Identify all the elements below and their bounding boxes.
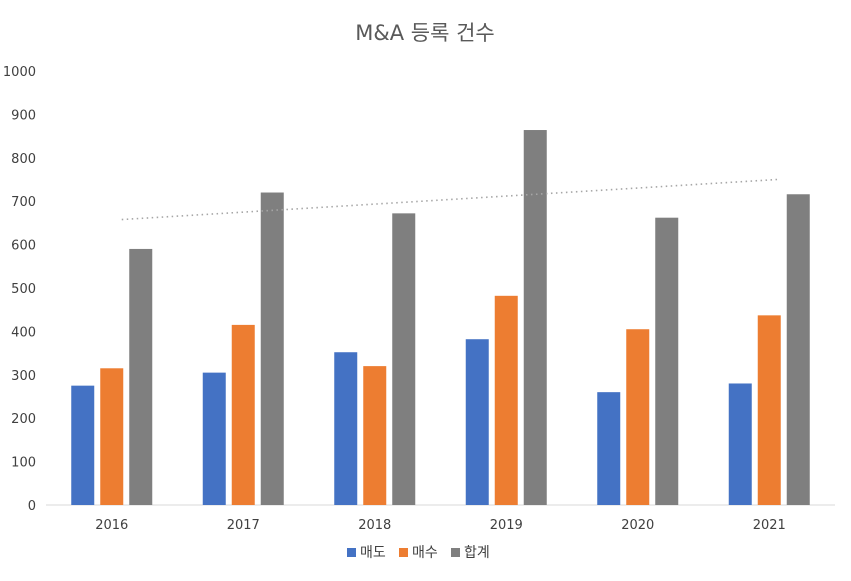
bar <box>655 217 679 505</box>
y-tick-label: 700 <box>11 195 36 210</box>
legend-swatch <box>347 548 356 557</box>
y-tick-label: 600 <box>11 239 36 254</box>
legend: 매도 매수 합계 <box>347 545 490 561</box>
bar <box>728 383 752 505</box>
bar <box>129 248 153 505</box>
x-tick-label: 2016 <box>95 518 128 533</box>
bar <box>260 192 284 505</box>
bar <box>626 329 650 505</box>
trendline <box>121 178 780 221</box>
bar <box>100 368 124 505</box>
x-tick-label: 2021 <box>753 518 786 533</box>
x-tick-label: 2017 <box>227 518 260 533</box>
bars-group <box>71 130 810 506</box>
y-tick-label: 100 <box>11 456 36 471</box>
legend-label: 합계 <box>464 545 490 561</box>
y-tick-label: 500 <box>11 282 36 297</box>
y-tick-label: 400 <box>11 325 36 340</box>
bar <box>334 352 358 505</box>
bar <box>597 392 621 505</box>
bar <box>71 385 95 505</box>
y-tick-label: 0 <box>28 499 36 514</box>
bar <box>523 130 547 506</box>
y-tick-label: 800 <box>11 152 36 167</box>
chart-title: M&A 등록 건수 <box>355 21 495 45</box>
y-tick-label: 200 <box>11 412 36 427</box>
y-axis: 0 100 200 300 400 500 600 700 800 900 1000 <box>3 65 36 514</box>
trendline-group <box>121 178 780 221</box>
y-tick-label: 300 <box>11 369 36 384</box>
legend-label: 매수 <box>412 545 438 561</box>
bar <box>392 213 416 506</box>
bar <box>757 315 781 505</box>
bar <box>231 324 255 505</box>
bar <box>465 339 489 505</box>
x-tick-label: 2020 <box>621 518 654 533</box>
bar <box>363 366 387 505</box>
y-tick-label: 900 <box>11 108 36 123</box>
x-tick-label: 2019 <box>490 518 523 533</box>
y-tick-label: 1000 <box>3 65 36 80</box>
bar <box>202 372 226 505</box>
legend-label: 매도 <box>360 545 386 561</box>
x-axis: 2016 2017 2018 2019 2020 2021 <box>95 518 786 533</box>
x-tick-label: 2018 <box>358 518 391 533</box>
legend-swatch <box>399 548 408 557</box>
bar <box>494 295 518 505</box>
legend-swatch <box>451 548 460 557</box>
bar <box>786 194 810 506</box>
